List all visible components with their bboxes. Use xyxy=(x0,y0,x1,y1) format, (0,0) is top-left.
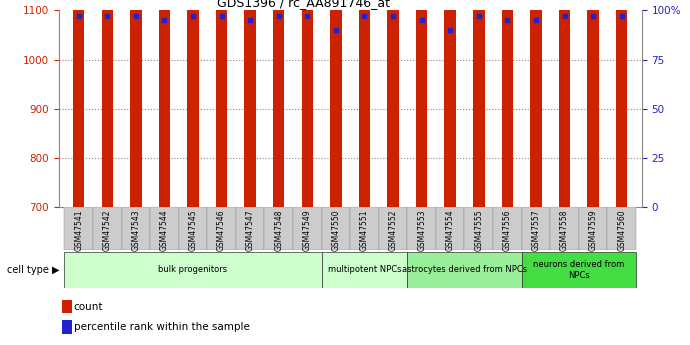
Point xyxy=(331,27,342,33)
Text: GSM47544: GSM47544 xyxy=(160,209,169,251)
Point xyxy=(502,17,513,23)
Bar xyxy=(331,0,342,207)
Bar xyxy=(464,207,493,250)
Text: GSM47554: GSM47554 xyxy=(446,209,455,251)
Bar xyxy=(73,0,84,207)
Text: GSM47560: GSM47560 xyxy=(617,209,627,251)
Bar xyxy=(522,207,550,250)
Text: GSM47549: GSM47549 xyxy=(303,209,312,251)
Point xyxy=(473,13,484,19)
Bar xyxy=(264,207,293,250)
Bar xyxy=(587,0,599,207)
Point xyxy=(188,13,199,19)
Bar xyxy=(159,0,170,207)
Bar xyxy=(522,252,636,288)
Bar xyxy=(416,0,427,207)
Bar xyxy=(273,0,284,207)
Bar xyxy=(436,207,464,250)
Point xyxy=(444,27,455,33)
Text: count: count xyxy=(74,302,104,312)
Bar xyxy=(207,207,236,250)
Text: multipotent NPCs: multipotent NPCs xyxy=(328,265,401,275)
Point xyxy=(416,17,427,23)
Text: bulk progenitors: bulk progenitors xyxy=(159,265,228,275)
Text: GSM47541: GSM47541 xyxy=(74,209,83,251)
Bar xyxy=(302,0,313,207)
Bar xyxy=(579,207,607,250)
Point xyxy=(101,13,112,19)
Point xyxy=(245,17,256,23)
Bar xyxy=(187,0,199,207)
Bar xyxy=(179,207,207,250)
Point xyxy=(388,13,399,19)
Bar xyxy=(121,207,150,250)
Bar xyxy=(607,207,636,250)
Text: percentile rank within the sample: percentile rank within the sample xyxy=(74,322,250,332)
Point xyxy=(531,17,542,23)
Text: GSM47545: GSM47545 xyxy=(188,209,197,251)
Bar xyxy=(559,0,570,207)
Bar xyxy=(216,0,227,207)
Bar xyxy=(244,0,256,207)
Bar xyxy=(379,207,407,250)
Bar xyxy=(502,0,513,207)
Text: GSM47556: GSM47556 xyxy=(503,209,512,251)
Text: GSM47547: GSM47547 xyxy=(246,209,255,251)
Bar xyxy=(530,0,542,207)
Bar xyxy=(236,207,264,250)
Bar xyxy=(101,0,113,207)
Bar xyxy=(550,207,579,250)
Point xyxy=(273,13,284,19)
Text: GSM47542: GSM47542 xyxy=(103,209,112,251)
Text: neurons derived from
NPCs: neurons derived from NPCs xyxy=(533,260,624,280)
Bar xyxy=(493,207,522,250)
Bar xyxy=(293,207,322,250)
Bar xyxy=(473,0,484,207)
Bar xyxy=(64,207,93,250)
Bar xyxy=(61,300,72,313)
Bar xyxy=(61,320,72,334)
Bar xyxy=(130,0,141,207)
Text: GSM47550: GSM47550 xyxy=(331,209,340,251)
Text: cell type ▶: cell type ▶ xyxy=(7,265,59,275)
Bar xyxy=(322,207,351,250)
Bar xyxy=(407,252,522,288)
Point xyxy=(302,13,313,19)
Text: GSM47551: GSM47551 xyxy=(360,209,369,251)
Point xyxy=(216,13,227,19)
Text: GSM47543: GSM47543 xyxy=(131,209,140,251)
Text: GSM47548: GSM47548 xyxy=(274,209,283,251)
Bar xyxy=(64,252,322,288)
Point xyxy=(616,13,627,19)
Text: astrocytes derived from NPCs: astrocytes derived from NPCs xyxy=(402,265,527,275)
Bar xyxy=(351,207,379,250)
Point xyxy=(130,13,141,19)
Text: GSM47558: GSM47558 xyxy=(560,209,569,251)
Point xyxy=(359,13,370,19)
Title: GDS1396 / rc_AA891746_at: GDS1396 / rc_AA891746_at xyxy=(217,0,390,9)
Bar xyxy=(616,0,627,207)
Text: GSM47559: GSM47559 xyxy=(589,209,598,251)
Bar xyxy=(359,0,370,207)
Text: GSM47553: GSM47553 xyxy=(417,209,426,251)
Bar xyxy=(322,252,407,288)
Point xyxy=(559,13,570,19)
Bar xyxy=(93,207,121,250)
Point xyxy=(159,17,170,23)
Bar xyxy=(444,0,456,207)
Bar xyxy=(387,0,399,207)
Text: GSM47555: GSM47555 xyxy=(474,209,483,251)
Point xyxy=(73,13,84,19)
Bar xyxy=(407,207,436,250)
Text: GSM47557: GSM47557 xyxy=(531,209,540,251)
Bar xyxy=(150,207,179,250)
Point xyxy=(588,13,599,19)
Text: GSM47546: GSM47546 xyxy=(217,209,226,251)
Text: GSM47552: GSM47552 xyxy=(388,209,397,251)
